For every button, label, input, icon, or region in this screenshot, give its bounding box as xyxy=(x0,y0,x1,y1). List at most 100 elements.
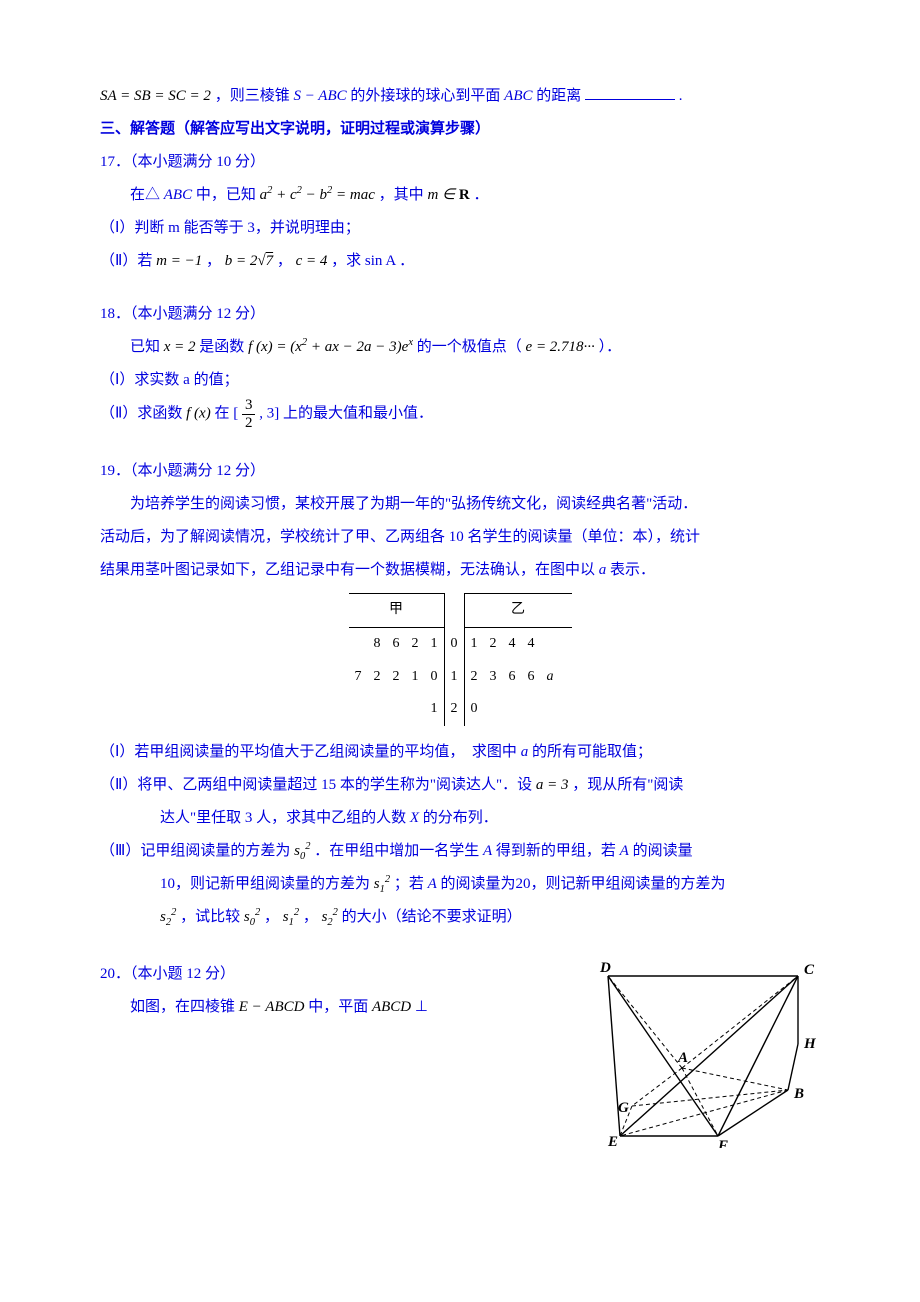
q19-p1b: 的所有可能取值； xyxy=(532,744,652,760)
q18-line1: 已知 x = 2 是函数 f (x) = (x2 + ax − 2a − 3)e… xyxy=(100,331,820,364)
q20-row: 20．（本小题 12 分） 如图，在四棱锥 E − ABCD 中，平面 ABCD… xyxy=(100,958,820,1161)
q17-l1b: 中，已知 xyxy=(196,187,260,203)
q18-frac: 3 2 xyxy=(242,397,256,431)
q16-eq: SA = SB = SC = 2 xyxy=(100,88,211,104)
q17-head: 17．（本小题满分 10 分） xyxy=(100,146,820,179)
q19-part3-l1: （Ⅲ）记甲组阅读量的方差为 s02 ．在甲组中增加一名学生 A 得到新的甲组，若… xyxy=(100,835,820,868)
q19-part1: （Ⅰ）若甲组阅读量的平均值大于乙组阅读量的平均值， 求图中 a 的所有可能取值； xyxy=(100,736,820,769)
q18-p2b: 在 [ xyxy=(214,405,238,421)
q19-p3t: 的大小（结论不要求证明） xyxy=(342,909,522,925)
svg-text:B: B xyxy=(793,1086,804,1102)
q19-part3-l2: 10，则记新甲组阅读量的方差为 s12 ；若 A 的阅读量为20，则记新甲组阅读… xyxy=(100,868,820,901)
q19-p2v: X xyxy=(410,810,419,826)
q19-p3s1: ， xyxy=(264,909,279,925)
q17-m: m = −1 xyxy=(156,253,202,269)
svg-text:D: D xyxy=(599,960,611,976)
q19-p3c: 得到新的甲组，若 xyxy=(496,843,616,859)
q18-l1d: ）． xyxy=(599,339,622,355)
q19-i3a: 结果用茎叶图记录如下，乙组记录中有一个数据模糊，无法确认，在图中以 xyxy=(100,562,599,578)
q17-p2a: （Ⅱ）若 xyxy=(100,253,156,269)
q17-abc: ABC xyxy=(164,187,192,203)
q19-p3a: （Ⅲ）记甲组阅读量的方差为 xyxy=(100,843,294,859)
q18-part2: （Ⅱ）求函数 f (x) 在 [ 3 2 , 3] 上的最大值和最小值． xyxy=(100,397,820,431)
q17-c: c = 4 xyxy=(296,253,328,269)
q16-period: . xyxy=(679,88,683,104)
q18-x2: x = 2 xyxy=(164,339,196,355)
q20-abcd: ABCD xyxy=(372,999,411,1015)
q19-p3l2a: 10，则记新甲组阅读量的方差为 xyxy=(160,876,374,892)
svg-text:H: H xyxy=(803,1036,817,1052)
svg-text:F: F xyxy=(717,1138,728,1148)
q19-s2: s22 xyxy=(160,909,176,925)
q20-head: 20．（本小题 12 分） xyxy=(100,958,590,991)
q19-A3: A xyxy=(428,876,437,892)
q19-part3-l3: s22 ，试比较 s02 ， s12 ， s22 的大小（结论不要求证明） xyxy=(100,901,820,934)
q16-tail: SA = SB = SC = 2 ，则三棱锥 S − ABC 的外接球的球心到平… xyxy=(100,80,820,113)
q19-A1: A xyxy=(483,843,492,859)
q20-l1a: 如图，在四棱锥 xyxy=(130,999,239,1015)
q18-e: e = 2.718··· xyxy=(526,339,595,355)
q17-l1d: ． xyxy=(473,187,488,203)
q17-part2: （Ⅱ）若 m = −1 ， b = 2√7 ， c = 4 ，求 sin A ． xyxy=(100,245,820,278)
q19-s1b: s12 xyxy=(283,909,299,925)
q16-abc: ABC xyxy=(504,88,532,104)
q18-frac-num: 3 xyxy=(242,397,256,415)
q17-l1a: 在△ xyxy=(130,187,164,203)
section3-title: 三、解答题（解答应写出文字说明，证明过程或演算步骤） xyxy=(100,113,820,146)
q19-p2d: 的分布列． xyxy=(423,810,498,826)
q19-p2a: （Ⅱ）将甲、乙两组中阅读量超过 15 本的学生称为"阅读达人"．设 xyxy=(100,777,536,793)
q19-p3d: 的阅读量 xyxy=(633,843,693,859)
q20-line1: 如图，在四棱锥 E − ABCD 中，平面 ABCD ⊥ xyxy=(100,991,590,1024)
q18-l1c: 的一个极值点（ xyxy=(417,339,522,355)
q19-s0: s02 xyxy=(294,843,310,859)
svg-text:C: C xyxy=(804,962,815,978)
q16-text-c: 的距离 xyxy=(536,88,581,104)
q18-l1a: 已知 xyxy=(130,339,164,355)
pyramid-diagram: D C H B A G E F xyxy=(590,958,820,1148)
q19-p3b: ．在甲组中增加一名学生 xyxy=(314,843,479,859)
stem-leaf-plot: 甲 乙8621012447221012366a120 xyxy=(349,593,572,726)
q19-p2b: ，现从所有"阅读 xyxy=(572,777,683,793)
q19-p2c: 达人"里任取 3 人，求其中乙组的人数 xyxy=(160,810,410,826)
q18-fx2: f (x) xyxy=(186,405,211,421)
q19-intro2: 活动后，为了解阅读情况，学校统计了甲、乙两组各 10 名学生的阅读量（单位：本）… xyxy=(100,521,820,554)
q19-p1a: （Ⅰ）若甲组阅读量的平均值大于乙组阅读量的平均值， 求图中 xyxy=(100,744,521,760)
q18-p2a: （Ⅱ）求函数 xyxy=(100,405,186,421)
q19-intro3: 结果用茎叶图记录如下，乙组记录中有一个数据模糊，无法确认，在图中以 a 表示． xyxy=(100,554,820,587)
q18-head: 18．（本小题满分 12 分） xyxy=(100,298,820,331)
q17-l1c: ，其中 xyxy=(379,187,428,203)
q19-i3b: 表示． xyxy=(610,562,655,578)
q17-tail: ，求 sin A ． xyxy=(331,253,414,269)
q19-s0b: s02 xyxy=(244,909,260,925)
q19-head: 19．（本小题满分 12 分） xyxy=(100,455,820,488)
q19-s1: s12 xyxy=(374,876,390,892)
q19-i3v: a xyxy=(599,562,607,578)
q19-p3l2c: 的阅读量为20，则记新甲组阅读量的方差为 xyxy=(441,876,726,892)
q18-l1b: 是函数 xyxy=(199,339,248,355)
svg-text:A: A xyxy=(677,1050,688,1066)
q17-b-pre: b = 2 xyxy=(225,253,258,269)
q18-fx: f (x) = (x2 + ax − 2a − 3)ex xyxy=(248,339,413,355)
q17-eq: a2 + c2 − b2 = mac xyxy=(260,187,375,203)
q16-sabc: S − ABC xyxy=(293,88,346,104)
q17-mr: m ∈ R xyxy=(427,187,469,203)
q19-p3l2b: ；若 xyxy=(394,876,424,892)
q18-p2c: , 3] 上的最大值和最小值． xyxy=(259,405,433,421)
q20-figure: D C H B A G E F xyxy=(590,958,820,1161)
q20-expr: E − ABCD xyxy=(239,999,305,1015)
q19-intro1: 为培养学生的阅读习惯，某校开展了为期一年的"弘扬传统文化，阅读经典名著"活动． xyxy=(100,488,820,521)
q16-text-b: 的外接球的球心到平面 xyxy=(350,88,504,104)
q20-l1b: 中，平面 xyxy=(308,999,372,1015)
svg-text:G: G xyxy=(618,1100,629,1116)
q20-perp: ⊥ xyxy=(415,999,428,1015)
q17-s1: ， xyxy=(206,253,221,269)
q19-p1v: a xyxy=(521,744,529,760)
q19-part2-l1: （Ⅱ）将甲、乙两组中阅读量超过 15 本的学生称为"阅读达人"．设 a = 3 … xyxy=(100,769,820,802)
q17-line1: 在△ ABC 中，已知 a2 + c2 − b2 = mac ，其中 m ∈ R… xyxy=(100,179,820,212)
q18-part1: （Ⅰ）求实数 a 的值； xyxy=(100,364,820,397)
q18-frac-den: 2 xyxy=(242,415,256,432)
q17-part1: （Ⅰ）判断 m 能否等于 3，并说明理由； xyxy=(100,212,820,245)
q19-p3l3b: ，试比较 xyxy=(180,909,244,925)
q19-A2: A xyxy=(620,843,629,859)
svg-text:E: E xyxy=(607,1134,618,1148)
